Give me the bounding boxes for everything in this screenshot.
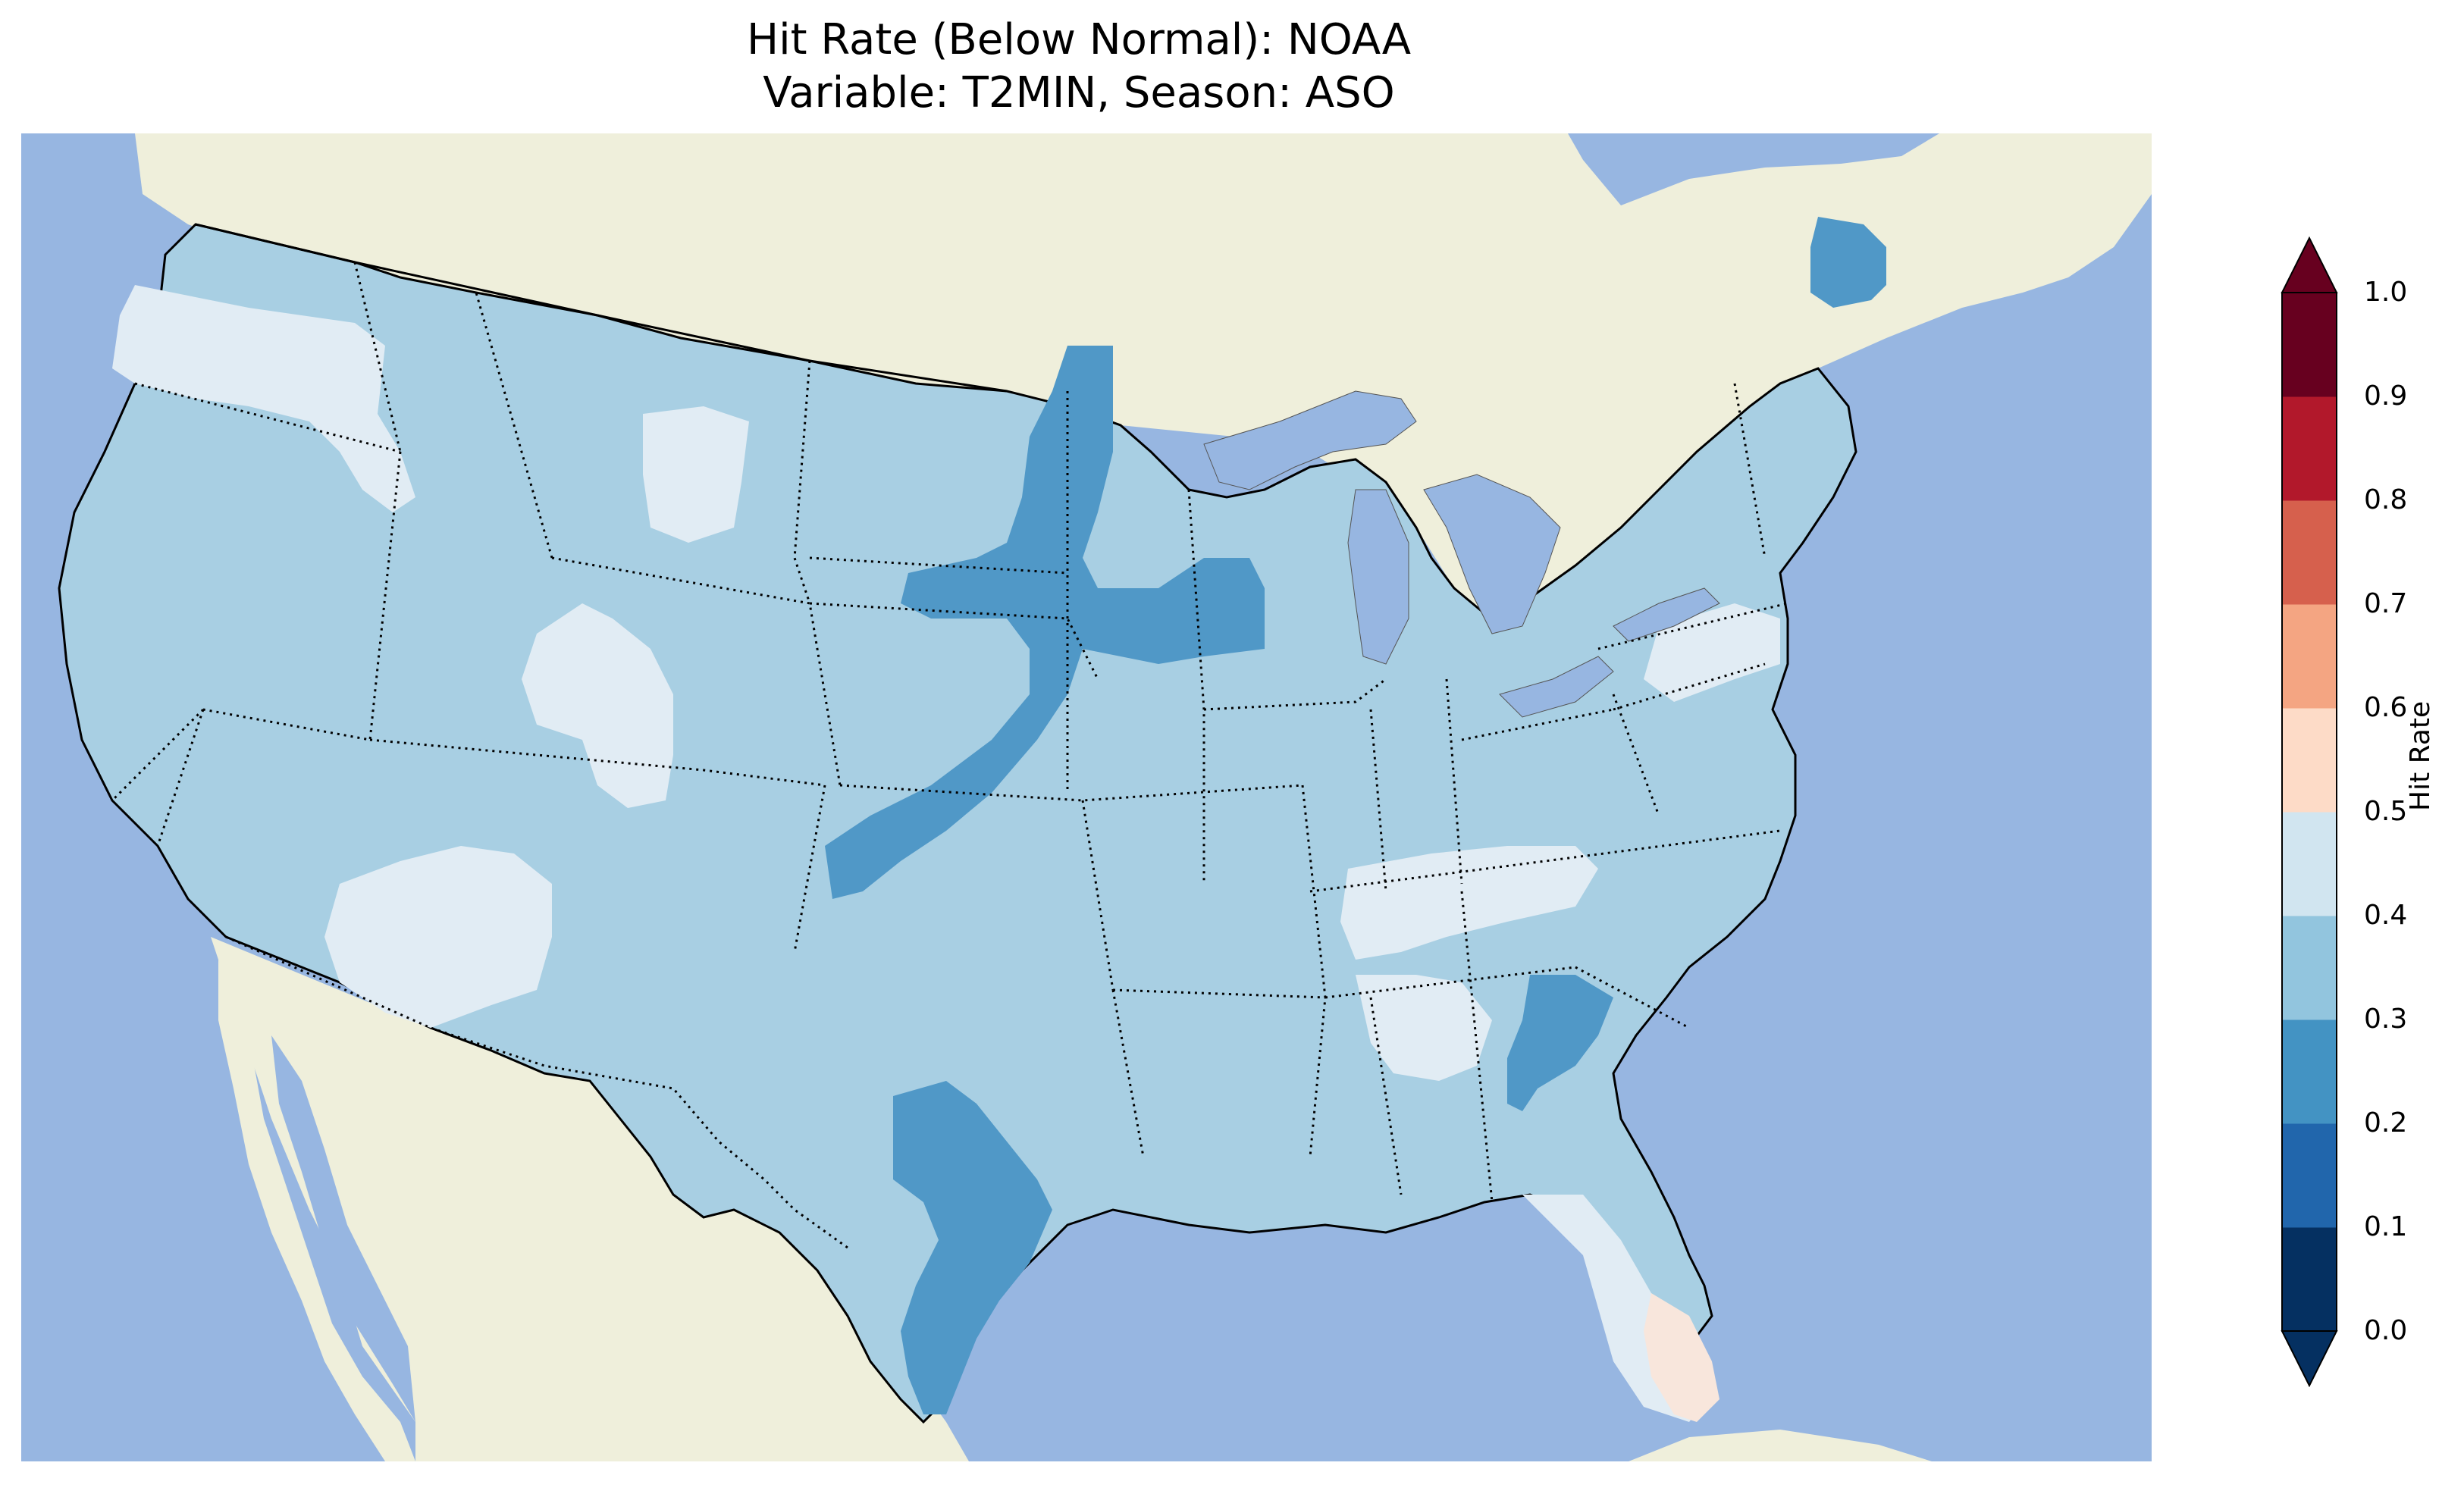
colorbar-tick-label: 1.0 xyxy=(2364,277,2408,308)
region-0.2-0.3-georgia xyxy=(1507,975,1613,1111)
region-0.2-0.3-texas xyxy=(893,1081,1052,1414)
region-0.4-0.5-wyoming xyxy=(643,406,749,543)
state-boundaries xyxy=(111,262,1788,1203)
colorbar-tick-label: 0.1 xyxy=(2364,1211,2408,1242)
colorbar-bin xyxy=(2282,708,2337,813)
region-0.4-0.5-arizona xyxy=(324,846,552,1028)
baja-land xyxy=(218,960,415,1461)
colorbar-bin xyxy=(2282,293,2337,397)
colorbar-bin xyxy=(2282,916,2337,1020)
colorbar-extend-top xyxy=(2281,236,2338,293)
colorbar-outline xyxy=(2281,292,2337,1332)
colorbar-label: Hit Rate xyxy=(2405,700,2436,811)
colorbar-bin xyxy=(2282,604,2337,709)
colorbar-tick-label: 0.6 xyxy=(2364,692,2408,723)
gulf-of-california xyxy=(271,1035,415,1422)
colorbar-tick-label: 0.2 xyxy=(2364,1107,2408,1139)
region-0.2-0.3-plains xyxy=(825,346,1265,899)
region-0.4-0.5-alabama xyxy=(1356,975,1492,1081)
colorbar xyxy=(2281,236,2338,1387)
region-0.4-0.5-tennessee xyxy=(1340,846,1598,960)
colorbar-bin xyxy=(2282,1123,2337,1228)
chart-title-line-1: Hit Rate (Below Normal): NOAA xyxy=(746,15,1412,64)
map-panel xyxy=(21,133,2152,1461)
colorbar-tick-label: 0.3 xyxy=(2364,1004,2408,1035)
colorbar-extend-bottom xyxy=(2281,1330,2338,1387)
colorbar-tick-label: 0.8 xyxy=(2364,484,2408,515)
colorbar-tick-label: 0.9 xyxy=(2364,381,2408,412)
colorbar-bin xyxy=(2282,1227,2337,1332)
colorbar-bin xyxy=(2282,812,2337,916)
conus-fill-base xyxy=(58,223,1857,1424)
great-lakes xyxy=(1203,390,1720,718)
colorbar-tick-label: 0.7 xyxy=(2364,588,2408,619)
colorbar-tick-label: 0.4 xyxy=(2364,900,2408,931)
chart-title-line-2: Variable: T2MIN, Season: ASO xyxy=(763,68,1395,117)
canada-us-border xyxy=(195,223,1008,393)
region-0.5-0.6-south-florida xyxy=(1644,1293,1719,1422)
region-0.4-0.5-utah xyxy=(522,603,673,808)
region-0.2-0.3-maine xyxy=(1810,217,1886,308)
colorbar-bin xyxy=(2282,1019,2337,1124)
mexico-land xyxy=(211,937,969,1461)
colorbar-bin xyxy=(2282,500,2337,605)
region-0.4-0.5-pacnw xyxy=(112,285,415,512)
canada-land xyxy=(135,133,2152,626)
colorbar-tick-label: 0.5 xyxy=(2364,796,2408,827)
colorbar-bin xyxy=(2282,396,2337,501)
caribbean-islands xyxy=(1629,1430,1932,1461)
colorbar-tick-label: 0.0 xyxy=(2364,1315,2408,1346)
region-0.4-0.5-pennsylvania xyxy=(1644,603,1780,702)
